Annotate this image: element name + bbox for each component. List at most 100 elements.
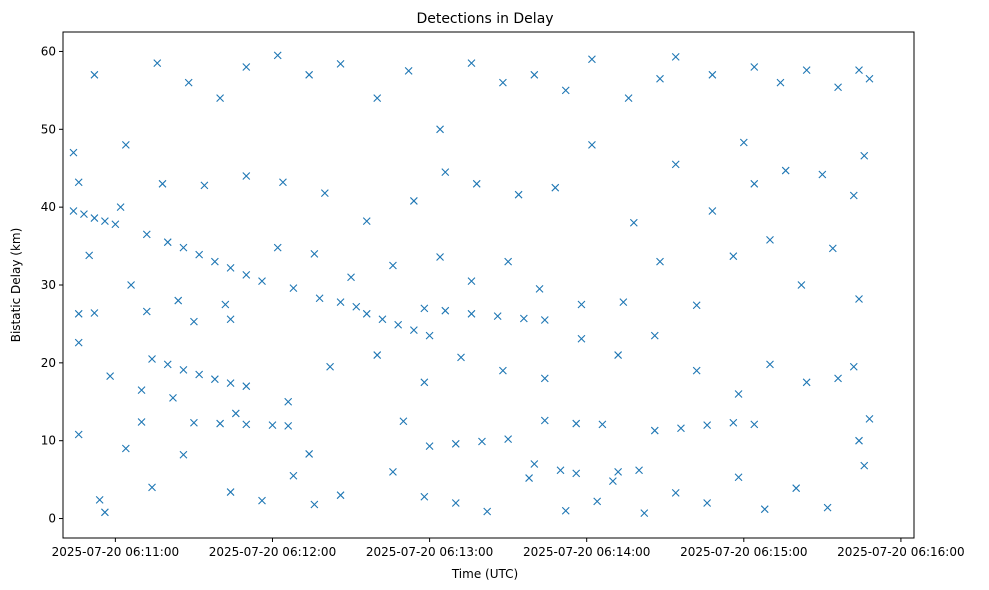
data-point xyxy=(142,307,151,316)
data-point xyxy=(90,214,99,222)
data-point xyxy=(519,314,528,323)
data-point xyxy=(750,179,759,188)
x-axis-label: Time (UTC) xyxy=(451,567,518,581)
data-point xyxy=(483,507,492,516)
data-point xyxy=(588,55,596,64)
data-point xyxy=(74,178,83,187)
y-tick-label: 60 xyxy=(41,44,56,58)
data-point xyxy=(352,302,361,311)
data-point xyxy=(163,238,172,247)
data-point xyxy=(849,362,858,371)
data-point xyxy=(231,409,240,418)
data-point xyxy=(69,207,78,215)
data-point xyxy=(671,160,680,169)
x-tick-label: 2025-07-20 06:13:00 xyxy=(366,545,493,559)
data-point xyxy=(179,450,188,459)
data-point xyxy=(221,300,230,309)
data-point xyxy=(865,74,874,83)
data-point xyxy=(635,466,643,475)
data-point xyxy=(200,181,209,190)
data-point xyxy=(598,420,607,429)
data-point xyxy=(137,418,146,426)
data-point xyxy=(216,94,224,103)
data-point xyxy=(499,78,507,87)
chart-title: Detections in Delay xyxy=(416,11,553,27)
data-point xyxy=(703,421,712,430)
data-point xyxy=(436,125,444,134)
data-point xyxy=(551,183,560,192)
data-point xyxy=(708,207,717,215)
data-point xyxy=(394,320,403,329)
data-point xyxy=(184,78,193,87)
data-point xyxy=(451,439,460,448)
data-point xyxy=(614,351,623,359)
data-point xyxy=(865,415,874,423)
data-point xyxy=(289,284,298,293)
data-point xyxy=(95,495,104,504)
data-point xyxy=(750,420,759,429)
data-point xyxy=(656,257,664,266)
data-point xyxy=(420,378,429,387)
data-point xyxy=(577,300,586,309)
data-point xyxy=(540,416,549,425)
data-point xyxy=(588,140,596,149)
data-point xyxy=(336,491,345,500)
data-point xyxy=(802,66,811,75)
x-tick-label: 2025-07-20 06:15:00 xyxy=(680,545,807,559)
data-point xyxy=(158,179,167,188)
data-point xyxy=(111,220,120,229)
data-point xyxy=(802,378,811,387)
data-point xyxy=(525,474,533,482)
data-point xyxy=(315,294,324,303)
data-point xyxy=(797,281,806,289)
data-point xyxy=(750,63,759,71)
data-point xyxy=(556,466,565,475)
data-point xyxy=(142,230,151,239)
data-point xyxy=(226,379,235,387)
data-point xyxy=(310,249,319,258)
data-point xyxy=(190,317,198,326)
data-point xyxy=(121,444,130,453)
data-point xyxy=(818,170,827,179)
data-point xyxy=(169,393,177,402)
data-point xyxy=(671,488,680,497)
data-point xyxy=(305,70,314,79)
data-point xyxy=(258,277,266,285)
data-point xyxy=(389,261,397,270)
data-point xyxy=(478,437,486,446)
data-point xyxy=(530,70,539,79)
data-point xyxy=(320,189,329,198)
data-point xyxy=(624,94,633,103)
y-axis-label: Bistatic Delay (km) xyxy=(9,228,23,343)
data-point xyxy=(692,366,701,375)
data-point xyxy=(284,422,293,430)
data-point xyxy=(121,140,130,149)
data-point xyxy=(101,217,109,226)
data-point xyxy=(242,420,251,429)
data-point xyxy=(420,492,429,501)
data-markers xyxy=(69,51,874,517)
data-point xyxy=(420,304,429,313)
data-point xyxy=(210,257,219,266)
data-point xyxy=(776,78,785,87)
data-point xyxy=(561,86,570,95)
data-point xyxy=(195,250,204,259)
data-point xyxy=(80,210,88,219)
data-point xyxy=(148,483,156,492)
data-point xyxy=(399,417,408,426)
data-point xyxy=(467,59,476,68)
data-point xyxy=(258,496,266,505)
x-tick-label: 2025-07-20 06:14:00 xyxy=(523,545,650,559)
data-point xyxy=(226,488,235,496)
data-point xyxy=(834,83,842,92)
data-point xyxy=(467,277,476,285)
data-point xyxy=(629,218,638,227)
data-point xyxy=(514,190,523,199)
data-point xyxy=(74,430,83,439)
data-point xyxy=(572,419,581,428)
data-point xyxy=(310,500,319,509)
data-point xyxy=(74,338,83,347)
y-tick-label: 10 xyxy=(41,434,56,448)
data-point xyxy=(650,331,659,340)
